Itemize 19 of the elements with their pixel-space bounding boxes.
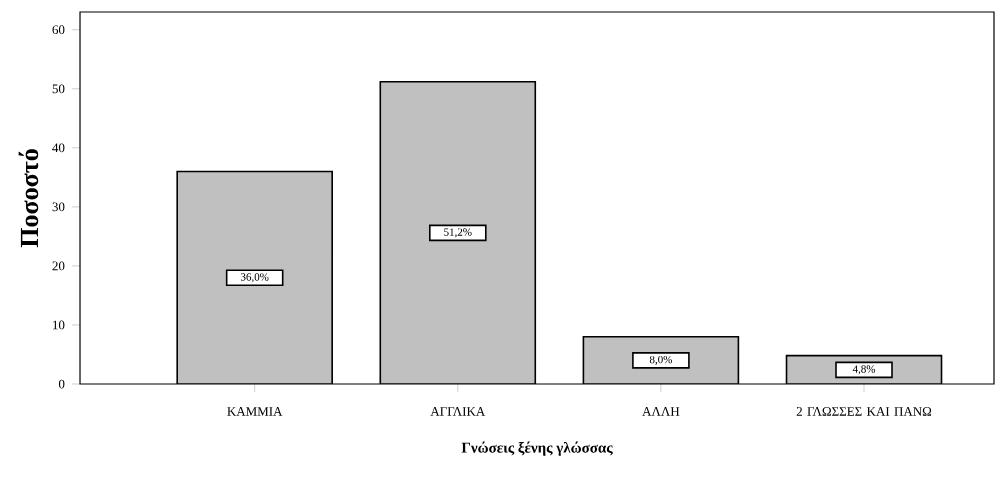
bar <box>379 80 537 385</box>
x-tick-label: ΑΓΓΛΙΚΑ <box>430 407 486 416</box>
data-label: 51,2% <box>444 228 472 238</box>
y-tick-label: 20 <box>52 261 65 271</box>
y-axis-title: Ποσοστό <box>18 149 39 248</box>
y-tick-label: 10 <box>53 320 65 330</box>
x-tick-label: ΑΛΛΗ <box>642 407 680 416</box>
y-tick-label: 60 <box>52 25 65 35</box>
x-tick-label: ΚΑΜΜΙΑ <box>227 407 283 416</box>
data-label: 4,8% <box>852 365 876 375</box>
x-axis-title: Γνώσεις ξένης γλώσσας <box>461 441 613 456</box>
data-label: 36,0% <box>241 273 269 283</box>
y-tick-label: 30 <box>52 202 65 212</box>
y-tick-label: 0 <box>58 379 65 389</box>
x-tick-label: 2 ΓΛΩΣΣΕΣ ΚΑΙ ΠΑΝΩ <box>796 407 932 416</box>
y-tick-label: 50 <box>52 84 65 94</box>
bar <box>177 171 333 385</box>
data-label: 8,0% <box>649 355 672 365</box>
y-tick-label: 40 <box>52 143 65 153</box>
